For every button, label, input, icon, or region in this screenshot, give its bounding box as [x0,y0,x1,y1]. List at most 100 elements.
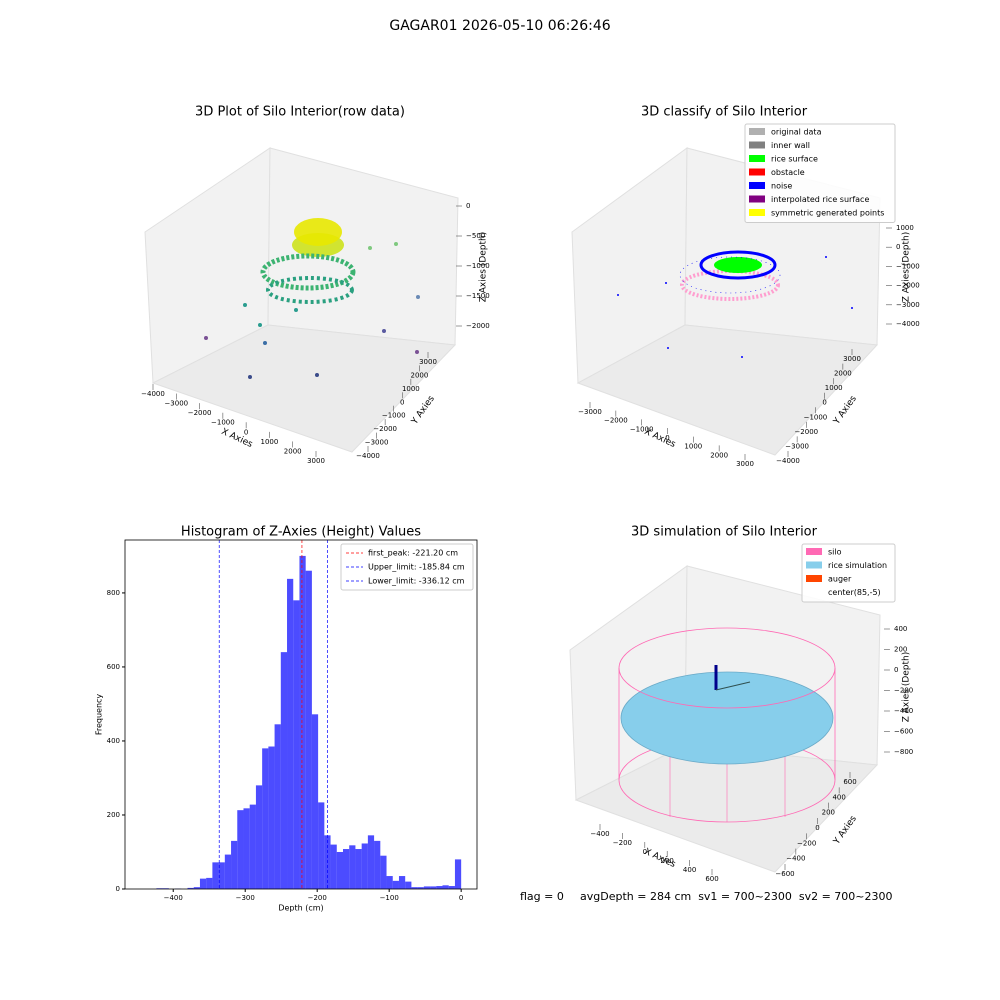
y-tick-label: −200 [797,839,816,847]
bar [349,845,356,889]
x-tick-label: 3000 [736,460,754,468]
y-tick-label: −600 [775,870,794,878]
bar [355,849,362,889]
legend-swatch [749,155,765,162]
bar [293,600,300,889]
x-axis-label: X Axies [643,427,678,450]
legend-label: rice surface [771,155,818,164]
legend-swatch [806,548,822,555]
legend-swatch [749,141,765,149]
status-info: avgDepth = 284 cm sv1 = 700~2300 sv2 = 7… [580,890,893,903]
y-tick-label: 3000 [419,358,437,366]
y-tick-label: 200 [107,811,120,819]
legend-label: center(85,-5) [828,588,881,597]
z-tick-label: 1000 [896,224,914,232]
z-axis-label: Z Axies (Depth) [902,652,912,723]
y-tick-label: 0 [116,885,120,893]
bar [442,885,449,889]
y-axis-label: Frequency [95,694,104,736]
x-tick-label: −1000 [630,425,654,433]
bar [398,876,406,889]
legend-label: first_peak: -221.20 cm [368,549,458,558]
chart-title: Histogram of Z-Axies (Height) Values [181,525,421,540]
bar [268,746,275,889]
legend-swatch [749,128,765,135]
legend-swatch [806,575,822,582]
legend-label: silo [828,548,842,557]
y-tick-label: 800 [107,589,120,597]
bar [318,802,325,889]
y-tick-label: 0 [400,398,404,406]
chart-title: 3D classify of Silo Interior [641,105,808,120]
chart-title: 3D Plot of Silo Interior(row data) [195,105,405,120]
bar [448,886,455,889]
x-tick-label: −3000 [578,408,602,416]
bar [274,724,281,889]
x-tick-label: −100 [380,894,399,902]
y-tick-label: 600 [843,778,856,786]
bar [454,859,462,889]
bar [218,862,225,889]
legend-label: interpolated rice surface [771,195,869,204]
x-tick-label: 400 [683,866,696,874]
z-tick-label: 0 [466,202,470,210]
bar [392,880,399,889]
panel-2-box [571,147,881,456]
x-axis-label: X Axies [643,847,678,870]
chart-title: 3D simulation of Silo Interior [631,525,818,540]
y-tick-label: 0 [822,399,826,407]
y-tick-label: 600 [107,663,120,671]
bar [262,748,269,889]
legend-label: Upper_limit: -185.84 cm [368,563,465,572]
x-tick-label: −4000 [141,390,165,398]
x-tick-label: −2000 [604,417,628,425]
x-tick-label: 1000 [261,438,279,446]
bar [330,844,337,889]
legend-label: symmetric generated points [771,209,884,218]
x-tick-label: −1000 [211,419,235,427]
y-tick-label: 0 [815,824,819,832]
legend-label: rice simulation [828,561,887,570]
bar [361,843,368,889]
x-tick-label: 0 [665,434,669,442]
y-tick-label: −2000 [373,425,397,433]
z-tick-label: −600 [894,728,913,736]
x-tick-label: −3000 [164,400,188,408]
z-tick-label: −2000 [466,322,490,330]
y-axis-label: Y Axies [831,394,859,427]
bar [311,714,319,889]
z-tick-label: −3000 [896,301,920,309]
bar [430,886,437,889]
panel-1-box [144,147,459,453]
x-tick-label: 1000 [684,443,702,451]
x-tick-label: 0 [459,894,463,902]
bar [199,878,207,889]
y-tick-label: −400 [786,855,805,863]
bar [231,840,238,889]
x-tick-label: −200 [308,894,327,902]
x-axis-label: Depth (cm) [278,904,323,913]
y-tick-label: 3000 [843,355,861,363]
legend-swatch [806,588,822,596]
y-axis-label: Y Axies [831,814,859,847]
bar [423,886,431,889]
z-tick-label: −1500 [466,292,490,300]
bar [255,785,263,889]
x-axis-label: X Axies [220,427,255,450]
x-tick-label: 0 [244,428,248,436]
bar [212,862,219,889]
x-tick-label: 200 [661,857,674,865]
y-tick-label: −1000 [382,412,406,420]
y-tick-label: 2000 [834,370,852,378]
z-tick-label: 0 [896,243,900,251]
z-tick-label: −800 [894,748,913,756]
bar [374,840,381,889]
bar [280,652,288,889]
bar [336,851,343,889]
legend-swatch [749,182,765,189]
legend-swatch [749,209,765,216]
z-tick-label: 400 [894,625,907,633]
x-tick-label: 600 [705,875,718,883]
x-tick-label: −200 [613,839,632,847]
